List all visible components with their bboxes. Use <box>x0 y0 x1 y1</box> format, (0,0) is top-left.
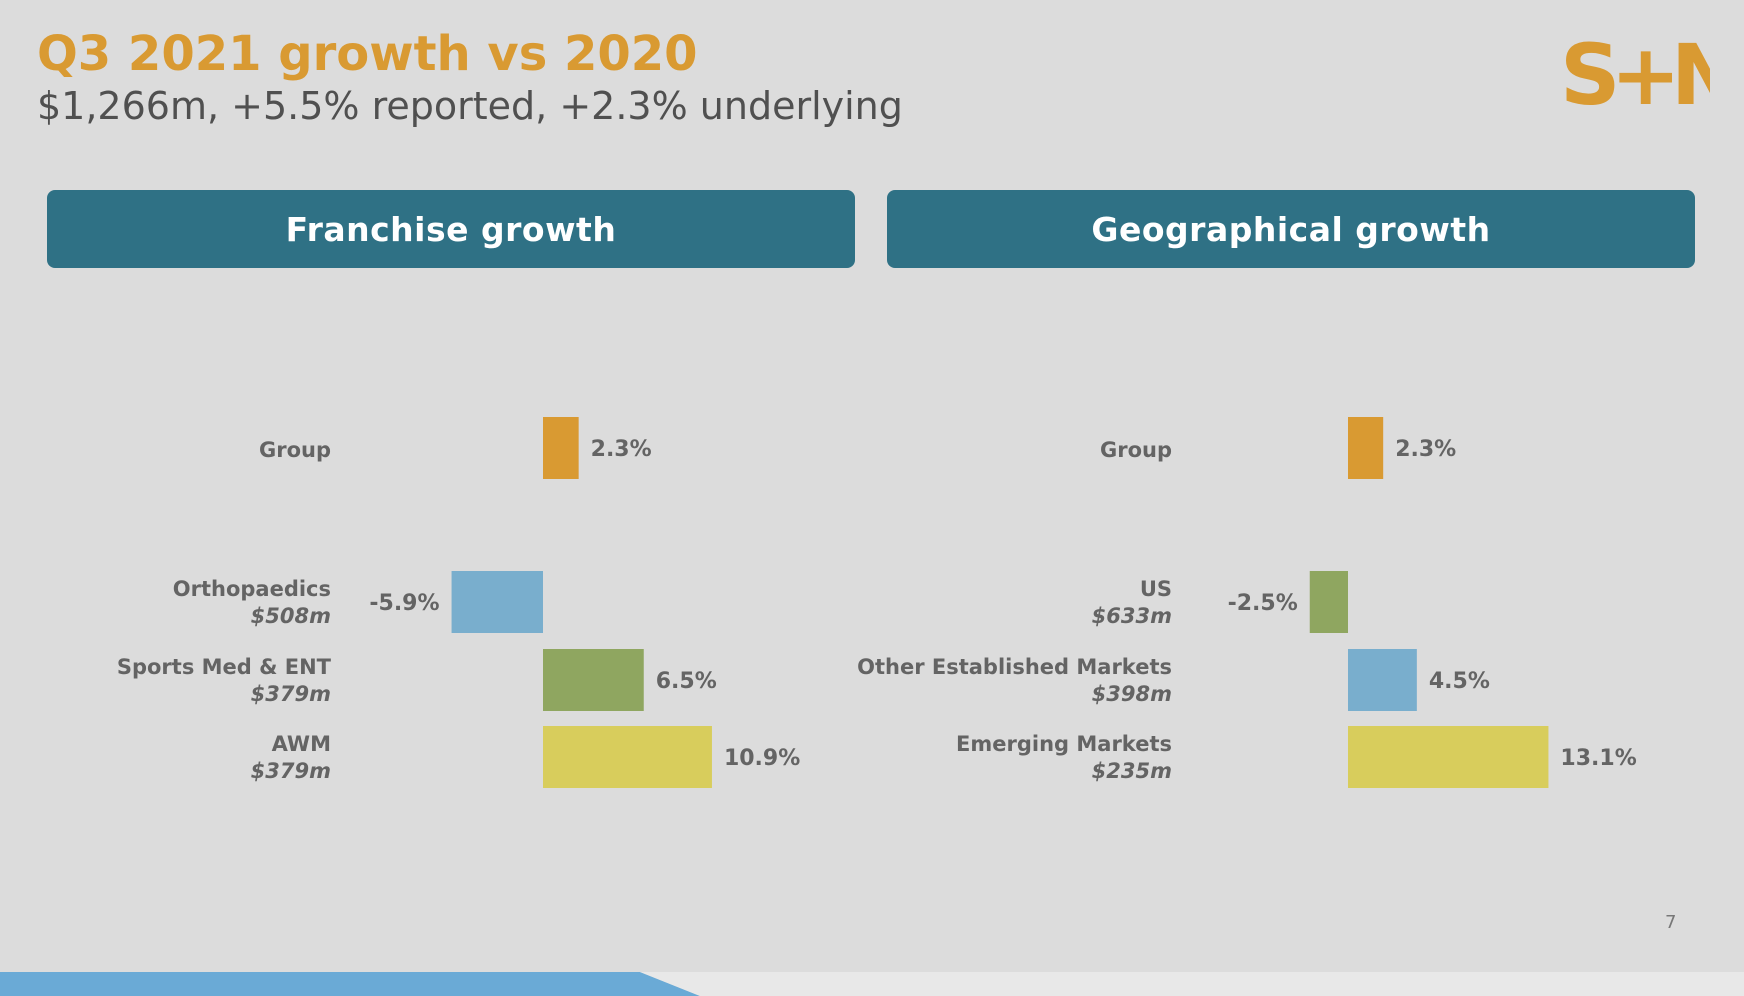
geo-value-label-3: 4.5% <box>1429 669 1490 694</box>
franchise-bar-4 <box>543 726 712 788</box>
franchise-value-label-1: 2.3% <box>591 437 652 462</box>
growth-charts: 2.3% Group -5.9% Orthopaedics $508m 6.5% Sport… <box>117 417 1637 788</box>
geo-category-sub-4: $235m <box>1092 759 1172 783</box>
geo-category-label-3: Other Established Markets <box>857 655 1172 679</box>
footer-band <box>0 972 1744 996</box>
page-number: 7 <box>1665 912 1677 933</box>
geo-category-sub-2: $633m <box>1092 604 1172 628</box>
geo-category-sub-3: $398m <box>1092 682 1172 706</box>
slide-subtitle: $1,266m, +5.5% reported, +2.3% underlyin… <box>37 84 903 128</box>
franchise-bar-2 <box>451 571 543 633</box>
franchise-category-sub-4: $379m <box>251 759 331 783</box>
franchise-category-sub-3: $379m <box>251 682 331 706</box>
geo-bar-2 <box>1309 571 1348 633</box>
franchise-category-label-1: Group <box>259 438 331 462</box>
geographical-growth-header: Geographical growth <box>887 190 1695 268</box>
geo-category-label-1: Group <box>1100 438 1172 462</box>
geo-value-label-1: 2.3% <box>1395 437 1456 462</box>
franchise-category-label-2: Orthopaedics <box>173 577 331 601</box>
franchise-value-label-4: 10.9% <box>724 746 800 771</box>
franchise-value-label-2: -5.9% <box>369 591 439 616</box>
franchise-bar-1 <box>543 417 579 479</box>
geo-bar-3 <box>1348 649 1417 711</box>
franchise-growth-header: Franchise growth <box>47 190 855 268</box>
franchise-bar-3 <box>543 649 644 711</box>
geo-category-label-2: US <box>1140 577 1172 601</box>
geo-value-label-4: 13.1% <box>1560 746 1636 771</box>
geo-value-label-2: -2.5% <box>1228 591 1298 616</box>
company-logo: S+N <box>1560 26 1710 116</box>
franchise-category-label-3: Sports Med & ENT <box>117 655 332 679</box>
logo-text: S+N <box>1560 26 1710 116</box>
geo-bar-1 <box>1348 417 1384 479</box>
geo-bar-4 <box>1348 726 1549 788</box>
franchise-value-label-3: 6.5% <box>656 669 717 694</box>
geo-category-label-4: Emerging Markets <box>956 732 1172 756</box>
franchise-category-sub-2: $508m <box>251 604 331 628</box>
slide-title: Q3 2021 growth vs 2020 <box>37 26 698 82</box>
franchise-category-label-4: AWM <box>272 732 331 756</box>
